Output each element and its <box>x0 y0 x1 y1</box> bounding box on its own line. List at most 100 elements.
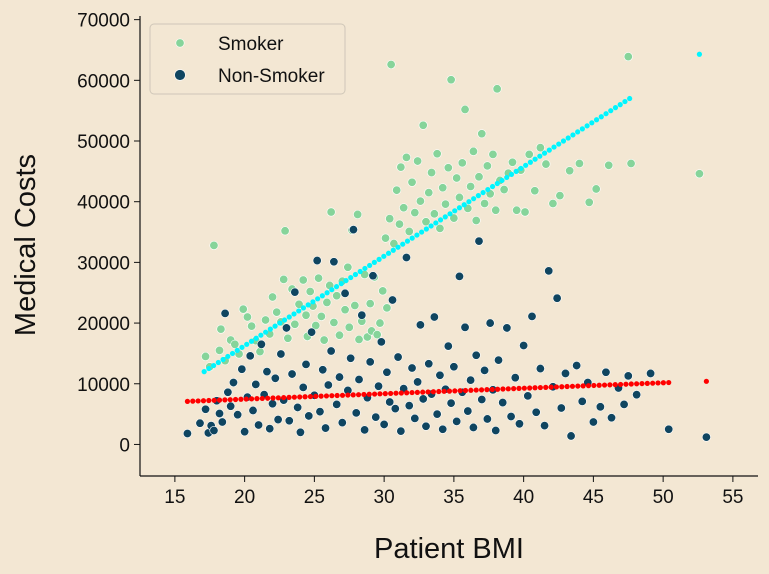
non-smoker-point <box>454 271 464 281</box>
trend-point <box>367 262 373 269</box>
non-smoker-point <box>318 365 328 375</box>
trend-point <box>622 98 628 105</box>
smoker-point <box>382 303 392 313</box>
non-smoker-point <box>295 427 305 437</box>
smoker-point <box>441 199 451 209</box>
trend-point <box>414 232 420 238</box>
smoker-point <box>555 191 565 201</box>
trend-point <box>195 398 201 404</box>
smoker-point <box>261 315 271 325</box>
trend-point <box>263 329 269 335</box>
non-smoker-point <box>284 416 294 426</box>
trend-point <box>291 311 297 317</box>
trend-point <box>623 381 629 387</box>
legend-marker-smoker <box>175 38 185 48</box>
non-smoker-point <box>354 375 364 385</box>
non-smoker-point <box>351 408 361 418</box>
non-smoker-point <box>209 425 219 435</box>
smoker-point <box>432 149 442 159</box>
non-smoker-point <box>307 327 317 337</box>
smoker-point <box>449 213 459 223</box>
non-smoker-point <box>382 367 392 377</box>
trend-point <box>249 396 255 402</box>
trend-point <box>634 381 640 387</box>
smoker-point <box>215 345 225 355</box>
non-smoker-point <box>290 287 300 297</box>
trend-point <box>254 396 260 402</box>
trend-point <box>516 385 522 391</box>
smoker-point <box>421 217 431 227</box>
trend-point <box>232 396 239 403</box>
y-tick-label: 50000 <box>77 132 130 153</box>
trend-point <box>310 299 316 305</box>
trend-point <box>355 392 362 398</box>
trend-point <box>225 353 231 360</box>
x-tick-label: 15 <box>164 487 185 508</box>
smoker-point <box>344 322 354 332</box>
non-smoker-point <box>449 362 459 372</box>
trend-point <box>428 223 434 229</box>
non-smoker-point <box>326 346 336 356</box>
smoker-point <box>604 160 614 170</box>
non-smoker-point <box>463 406 473 416</box>
trend-point <box>447 211 453 217</box>
non-smoker-point <box>432 409 442 419</box>
non-smoker-point <box>482 414 492 424</box>
smoker-point <box>482 161 492 171</box>
trend-point <box>371 391 378 397</box>
trend-point <box>644 380 650 386</box>
trend-point <box>243 396 249 402</box>
non-smoker-point <box>664 424 674 434</box>
smoker-point <box>415 196 425 206</box>
non-smoker-point <box>228 378 238 388</box>
trend-point <box>286 314 292 320</box>
smoker-point <box>238 304 248 314</box>
smoker-point <box>530 186 540 196</box>
non-smoker-point <box>390 404 400 414</box>
non-smoker-point <box>443 341 453 351</box>
trend-point <box>419 229 425 235</box>
trend-point <box>585 383 592 389</box>
non-smoker-point <box>468 422 478 432</box>
non-smoker-point <box>601 367 611 377</box>
trend-point <box>607 382 613 388</box>
trend-point <box>357 268 363 275</box>
non-smoker-point <box>460 322 470 332</box>
non-smoker-point <box>623 371 633 381</box>
trend-point <box>352 271 359 278</box>
trend-point <box>414 389 420 395</box>
non-smoker-point <box>438 424 448 434</box>
y-axis-title-wrap: Medical Costs <box>10 154 42 336</box>
non-smoker-point <box>240 427 250 437</box>
trend-point <box>206 365 212 372</box>
non-smoker-point <box>276 349 286 359</box>
smoker-point <box>471 216 481 226</box>
trend-point <box>234 347 240 353</box>
trend-point <box>537 384 543 391</box>
non-smoker-point <box>233 410 243 420</box>
trend-point <box>348 274 354 281</box>
trend-point <box>248 338 255 344</box>
trend-point <box>457 388 463 394</box>
trend-point <box>291 394 297 400</box>
non-smoker-point <box>544 266 554 276</box>
trend-point <box>452 388 458 394</box>
non-smoker-point <box>502 323 512 333</box>
smoker-point <box>272 307 282 317</box>
trend-point <box>560 138 567 144</box>
trend-point <box>385 250 392 256</box>
non-smoker-point <box>701 432 711 442</box>
smoker-point <box>365 299 375 309</box>
trend-point <box>543 384 549 390</box>
trend-point <box>612 382 618 388</box>
trend-point <box>201 369 207 375</box>
non-smoker-point <box>346 353 356 363</box>
non-smoker-point <box>471 350 481 360</box>
trend-point <box>216 397 223 403</box>
trend-point <box>239 344 245 350</box>
trend-point <box>206 397 212 404</box>
trend-point <box>313 393 319 399</box>
trend-point <box>456 205 463 211</box>
x-tick-label: 50 <box>653 487 674 508</box>
non-smoker-point <box>226 401 236 411</box>
